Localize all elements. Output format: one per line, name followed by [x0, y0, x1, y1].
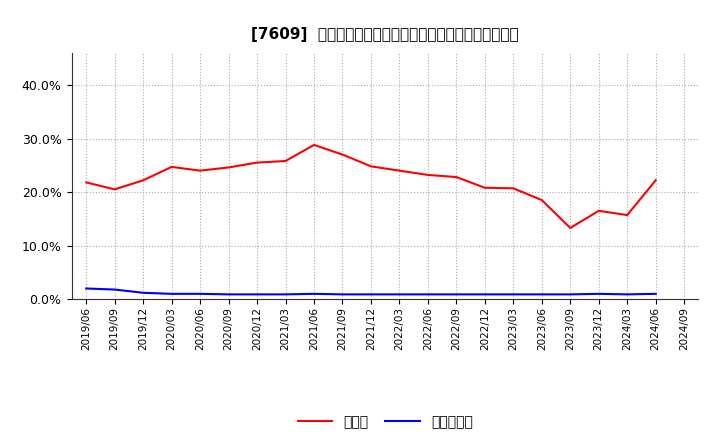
- 有利子負債: [623, 292, 631, 297]
- 有利子負債: [366, 292, 375, 297]
- Legend: 現領金, 有利子負債: 現領金, 有利子負債: [292, 410, 478, 435]
- 現領金: [110, 187, 119, 192]
- Line: 有利子負債: 有利子負債: [86, 289, 656, 294]
- 現領金: [652, 178, 660, 183]
- 有利子負債: [282, 292, 290, 297]
- 現領金: [623, 213, 631, 218]
- 有利子負債: [423, 292, 432, 297]
- 現領金: [366, 164, 375, 169]
- 有利子負債: [110, 287, 119, 292]
- 有利子負債: [338, 292, 347, 297]
- 有利子負債: [595, 291, 603, 297]
- 現領金: [452, 174, 461, 180]
- 有利子負債: [566, 292, 575, 297]
- 現領金: [139, 178, 148, 183]
- 有利子負債: [139, 290, 148, 295]
- 現領金: [338, 152, 347, 157]
- 有利子負債: [82, 286, 91, 291]
- 現領金: [395, 168, 404, 173]
- 有利子負債: [167, 291, 176, 297]
- 有利子負債: [537, 292, 546, 297]
- 現領金: [82, 180, 91, 185]
- 有利子負債: [395, 292, 404, 297]
- 有利子負債: [452, 292, 461, 297]
- 現領金: [480, 185, 489, 191]
- 現領金: [566, 225, 575, 231]
- 現領金: [423, 172, 432, 178]
- 現領金: [253, 160, 261, 165]
- 有利子負債: [225, 292, 233, 297]
- 現領金: [167, 164, 176, 169]
- 現領金: [509, 186, 518, 191]
- 現領金: [595, 208, 603, 213]
- 有利子負債: [480, 292, 489, 297]
- Title: [7609]  現領金、有利子負債の総資産に対する比率の推移: [7609] 現領金、有利子負債の総資産に対する比率の推移: [251, 27, 519, 42]
- 有利子負債: [196, 291, 204, 297]
- 有利子負債: [652, 291, 660, 297]
- 有利子負債: [509, 292, 518, 297]
- 有利子負債: [310, 291, 318, 297]
- 現領金: [196, 168, 204, 173]
- 現領金: [225, 165, 233, 170]
- 現領金: [282, 158, 290, 164]
- Line: 現領金: 現領金: [86, 145, 656, 228]
- 現領金: [537, 198, 546, 203]
- 有利子負債: [253, 292, 261, 297]
- 現領金: [310, 142, 318, 147]
